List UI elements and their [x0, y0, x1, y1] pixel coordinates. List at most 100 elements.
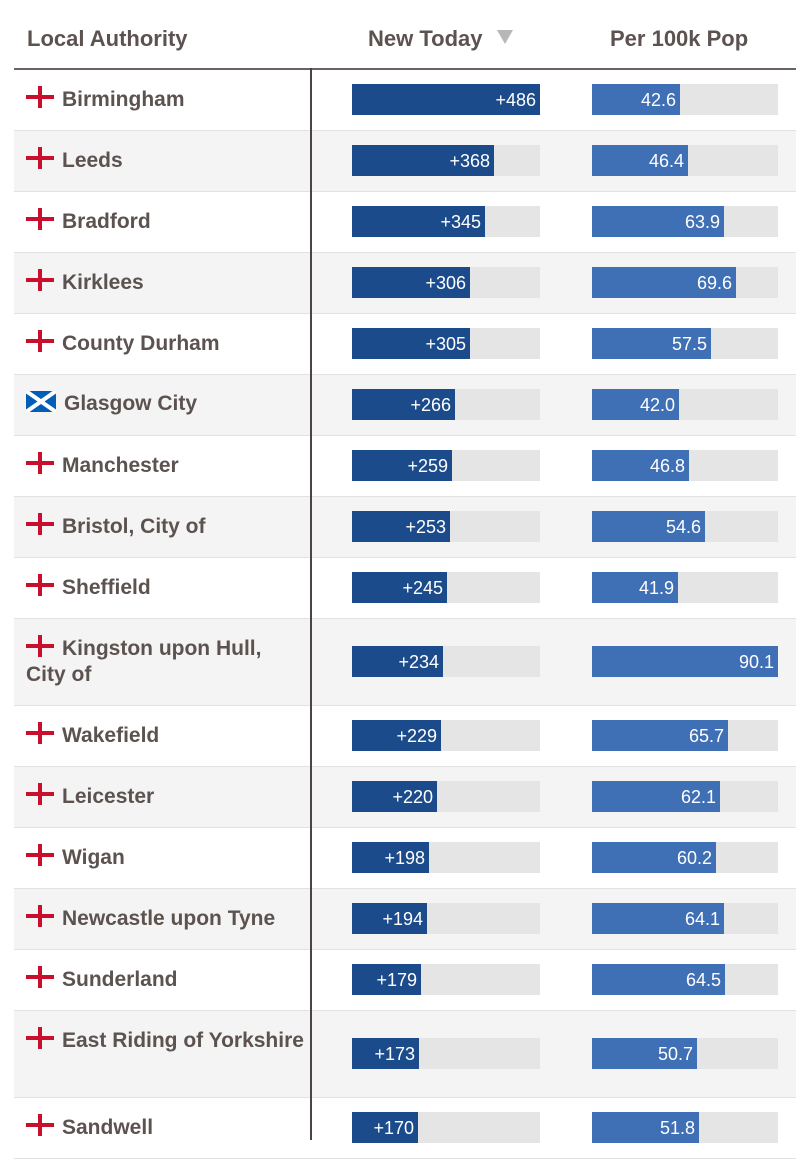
per-100k-value: 46.4: [648, 151, 684, 171]
new-today-bar: +368: [352, 145, 540, 176]
per-100k-bar: 64.1: [592, 903, 778, 934]
sort-descending-icon[interactable]: [496, 30, 513, 44]
england-flag-icon: [26, 722, 54, 744]
england-flag-icon: [26, 1027, 54, 1049]
authority-name-label: Wigan: [62, 846, 125, 869]
new-today-bar: +173: [352, 1038, 540, 1069]
new-today-bar-fill: +345: [352, 206, 485, 237]
per-100k-value: 64.5: [685, 970, 721, 990]
table-row: Leeds +368 46.4: [14, 131, 796, 192]
per-100k-value: 50.7: [657, 1044, 693, 1064]
table-row: Sunderland +179 64.5: [14, 950, 796, 1011]
per-100k-bar: 90.1: [592, 646, 778, 677]
scotland-flag-icon: [24, 389, 58, 414]
england-flag-icon: [26, 635, 54, 657]
new-today-bar-fill: +368: [352, 145, 494, 176]
per-100k-bar-fill: 54.6: [592, 511, 705, 542]
per-100k-value: 60.2: [676, 848, 712, 868]
column-header-new-today[interactable]: New Today: [368, 26, 513, 52]
table-row: Wigan +198 60.2: [14, 828, 796, 889]
authority-name-label: County Durham: [62, 332, 220, 355]
table-body: Birmingham +486 42.6 Leeds +368 46.4 Bradford +…: [14, 70, 796, 1159]
new-today-bar-fill: +259: [352, 450, 452, 481]
authority-name-label: Sheffield: [62, 576, 151, 599]
new-today-bar: +306: [352, 267, 540, 298]
england-flag-icon: [26, 905, 54, 927]
per-100k-bar: 42.6: [592, 84, 778, 115]
column-header-per-100k[interactable]: Per 100k Pop: [610, 26, 749, 51]
new-today-bar: +234: [352, 646, 540, 677]
new-today-value: +173: [374, 1044, 415, 1064]
per-100k-value: 57.5: [671, 334, 707, 354]
new-today-value: +179: [376, 970, 417, 990]
england-flag-icon: [26, 147, 54, 169]
authority-name: Leicester: [26, 783, 306, 810]
england-flag-icon: [26, 330, 54, 352]
new-today-bar: +259: [352, 450, 540, 481]
authority-name-label: Kingston upon Hull, City of: [26, 637, 262, 686]
new-today-bar-fill: +179: [352, 964, 421, 995]
new-today-value: +198: [384, 848, 425, 868]
per-100k-value: 42.0: [639, 395, 675, 415]
new-today-value: +305: [425, 334, 466, 354]
new-today-bar: +229: [352, 720, 540, 751]
per-100k-bar: 42.0: [592, 389, 778, 420]
new-today-bar: +253: [352, 511, 540, 542]
column-divider: [310, 68, 312, 1140]
per-100k-bar: 46.4: [592, 145, 778, 176]
new-today-bar-fill: +229: [352, 720, 441, 751]
per-100k-bar-fill: 65.7: [592, 720, 728, 751]
authority-name: Wigan: [26, 844, 306, 871]
authority-name: Leeds: [26, 147, 306, 174]
authority-name-label: Kirklees: [62, 271, 144, 294]
authority-name: Birmingham: [26, 86, 306, 113]
per-100k-bar-fill: 90.1: [592, 646, 778, 677]
new-today-bar-fill: +198: [352, 842, 429, 873]
table-header: Local Authority New Today Per 100k Pop: [14, 0, 796, 70]
per-100k-bar: 57.5: [592, 328, 778, 359]
per-100k-bar-fill: 41.9: [592, 572, 678, 603]
new-today-bar: +170: [352, 1112, 540, 1143]
authority-name: Sheffield: [26, 574, 306, 601]
per-100k-bar-fill: 50.7: [592, 1038, 697, 1069]
per-100k-bar-fill: 63.9: [592, 206, 724, 237]
per-100k-bar-fill: 69.6: [592, 267, 736, 298]
table-row: Birmingham +486 42.6: [14, 70, 796, 131]
per-100k-bar-fill: 57.5: [592, 328, 711, 359]
per-100k-bar-fill: 42.0: [592, 389, 679, 420]
authority-name: Kirklees: [26, 269, 306, 296]
per-100k-bar-fill: 51.8: [592, 1112, 699, 1143]
table-row: Kirklees +306 69.6: [14, 253, 796, 314]
new-today-bar: +266: [352, 389, 540, 420]
authority-name: Newcastle upon Tyne: [26, 905, 306, 932]
new-today-bar-fill: +170: [352, 1112, 418, 1143]
new-today-value: +234: [398, 652, 439, 672]
per-100k-value: 69.6: [696, 273, 732, 293]
england-flag-icon: [26, 783, 54, 805]
england-flag-icon: [26, 269, 54, 291]
new-today-value: +170: [373, 1118, 414, 1138]
authority-name-label: Sunderland: [62, 968, 178, 991]
new-today-value: +306: [425, 273, 466, 293]
new-today-value: +259: [407, 456, 448, 476]
new-today-value: +486: [495, 90, 536, 110]
authority-name: County Durham: [26, 330, 306, 357]
authority-name-label: Leeds: [62, 149, 123, 172]
authority-name-label: Manchester: [62, 454, 179, 477]
new-today-bar: +305: [352, 328, 540, 359]
table-row: Glasgow City +266 42.0: [14, 375, 796, 436]
new-today-value: +194: [382, 909, 423, 929]
authority-name: Sunderland: [26, 966, 306, 993]
table-row: Bristol, City of +253 54.6: [14, 497, 796, 558]
authority-name-label: Leicester: [62, 785, 155, 808]
authority-name: Bristol, City of: [26, 513, 306, 540]
table-row: Wakefield +229 65.7: [14, 706, 796, 767]
authority-name: Glasgow City: [24, 389, 306, 417]
column-header-local-authority[interactable]: Local Authority: [27, 26, 188, 51]
authority-name: Sandwell: [26, 1114, 306, 1141]
per-100k-value: 63.9: [684, 212, 720, 232]
new-today-bar-fill: +220: [352, 781, 437, 812]
authority-name: Wakefield: [26, 722, 306, 749]
new-today-bar: +345: [352, 206, 540, 237]
new-today-bar: +245: [352, 572, 540, 603]
